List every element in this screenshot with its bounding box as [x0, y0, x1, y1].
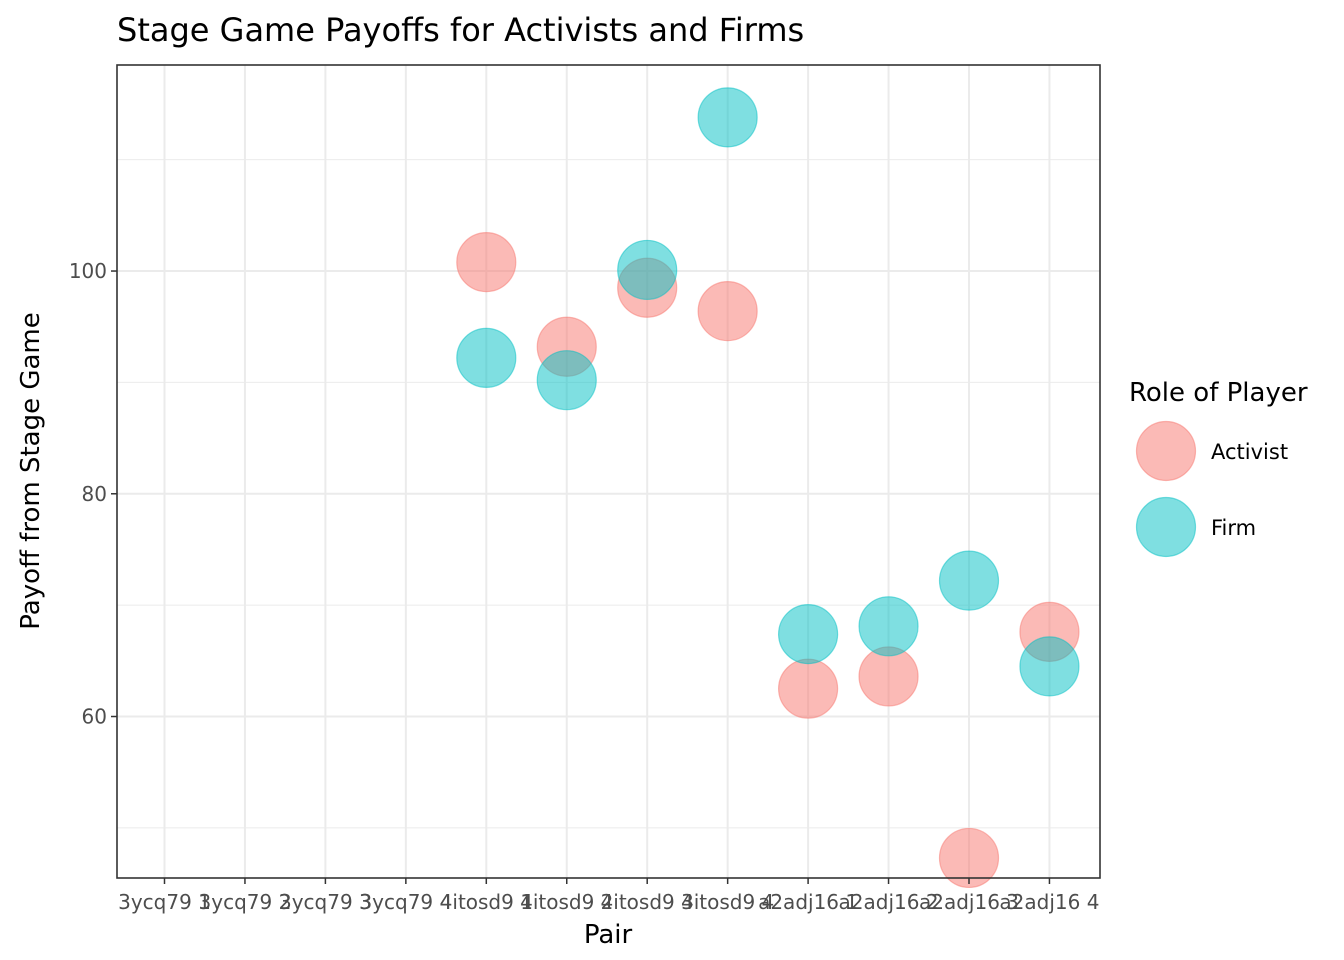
y-tick-label: 100 [69, 259, 107, 283]
x-tick-label: 3ycq79 2 [199, 890, 292, 914]
data-point-firm [536, 350, 597, 411]
data-point-firm [617, 239, 678, 301]
legend: Role of Player Activist Firm [1129, 378, 1308, 558]
data-point-firm [858, 596, 919, 657]
data-point-firm [456, 327, 517, 389]
data-point-activist [938, 827, 1000, 889]
data-point-activist [456, 232, 517, 293]
x-tick-label: 3ycq79 1 [118, 890, 211, 914]
data-point-firm [1019, 636, 1080, 697]
x-tick-label: 4itosd9 3 [601, 890, 694, 914]
y-axis-ticks: 60 80 100 [69, 259, 117, 729]
plot-border [116, 64, 1101, 879]
grid-major [117, 65, 1100, 878]
x-tick-label: 4itosd9 1 [440, 890, 533, 914]
data-point-firm [697, 87, 758, 148]
x-tick-label: 3ycq79 3 [279, 890, 372, 914]
legend-label-firm: Firm [1211, 516, 1256, 540]
legend-title: Role of Player [1129, 378, 1308, 408]
x-axis-title: Pair [584, 920, 633, 950]
x-tick-label: 4itosd9 2 [520, 890, 613, 914]
grid-minor [117, 159, 1100, 829]
y-axis-title: Payoff from Stage Game [16, 312, 46, 629]
data-points [456, 87, 1080, 889]
x-tick-label: a2adj16 1 [758, 890, 858, 914]
data-point-activist [777, 658, 839, 719]
plot-background [117, 65, 1100, 878]
x-tick-label: 4itosd9 4 [681, 890, 774, 914]
legend-label-activist: Activist [1211, 440, 1288, 464]
x-tick-label: a2adj16 2 [839, 890, 939, 914]
x-tick-label: a2adj16 3 [919, 890, 1019, 914]
x-tick-label: a2adj16 4 [999, 890, 1099, 914]
legend-key-activist [1135, 420, 1197, 482]
data-point-firm [938, 550, 1000, 611]
x-tick-label: 3ycq79 4 [359, 890, 452, 914]
data-point-firm [777, 603, 839, 665]
legend-key-firm [1135, 496, 1197, 558]
y-tick-label: 80 [82, 482, 107, 506]
y-tick-label: 60 [82, 705, 107, 729]
chart-title: Stage Game Payoffs for Activists and Fir… [117, 11, 804, 49]
data-point-activist [697, 281, 758, 342]
